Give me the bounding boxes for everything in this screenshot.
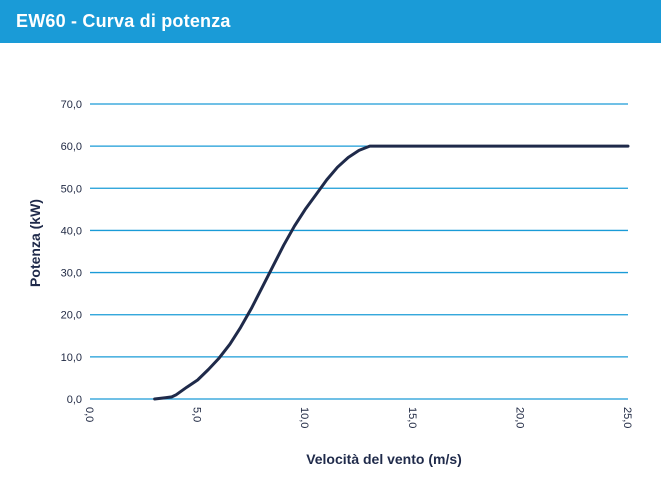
y-tick-label: 50,0 bbox=[61, 183, 82, 195]
x-tick-label: 10,0 bbox=[298, 407, 310, 428]
y-tick-label: 60,0 bbox=[61, 141, 82, 153]
y-tick-label: 70,0 bbox=[61, 99, 82, 111]
y-axis-title: Potenza (kW) bbox=[27, 199, 43, 287]
y-tick-label: 20,0 bbox=[61, 310, 82, 322]
y-tick-label: 40,0 bbox=[61, 225, 82, 237]
x-tick-label: 25,0 bbox=[621, 407, 633, 428]
y-tick-label: 30,0 bbox=[61, 268, 82, 280]
x-tick-label: 20,0 bbox=[513, 407, 525, 428]
y-tick-labels: 0,0 10,0 20,0 30,0 40,0 50,0 60,0 70,0 bbox=[61, 99, 82, 406]
x-tick-label: 5,0 bbox=[191, 407, 203, 422]
x-tick-labels: 0,0 5,0 10,0 15,0 20,0 25,0 bbox=[83, 407, 633, 428]
y-tick-label: 0,0 bbox=[67, 394, 82, 406]
series-layer bbox=[153, 144, 630, 401]
chart-container: 0,0 10,0 20,0 30,0 40,0 50,0 60,0 70,0 0,0 5,0 10… bbox=[0, 43, 661, 481]
power-curve-chart: 0,0 10,0 20,0 30,0 40,0 50,0 60,0 70,0 0,0 5,0 10… bbox=[27, 99, 633, 467]
grid-lines bbox=[90, 103, 628, 400]
header-title: EW60 - Curva di potenza bbox=[16, 11, 231, 31]
x-axis-title: Velocità del vento (m/s) bbox=[306, 451, 462, 467]
header-bar: EW60 - Curva di potenza bbox=[0, 0, 661, 43]
x-tick-label: 0,0 bbox=[83, 407, 95, 422]
x-tick-label: 15,0 bbox=[406, 407, 418, 428]
power-curve-line bbox=[153, 144, 630, 401]
y-tick-label: 10,0 bbox=[61, 352, 82, 364]
